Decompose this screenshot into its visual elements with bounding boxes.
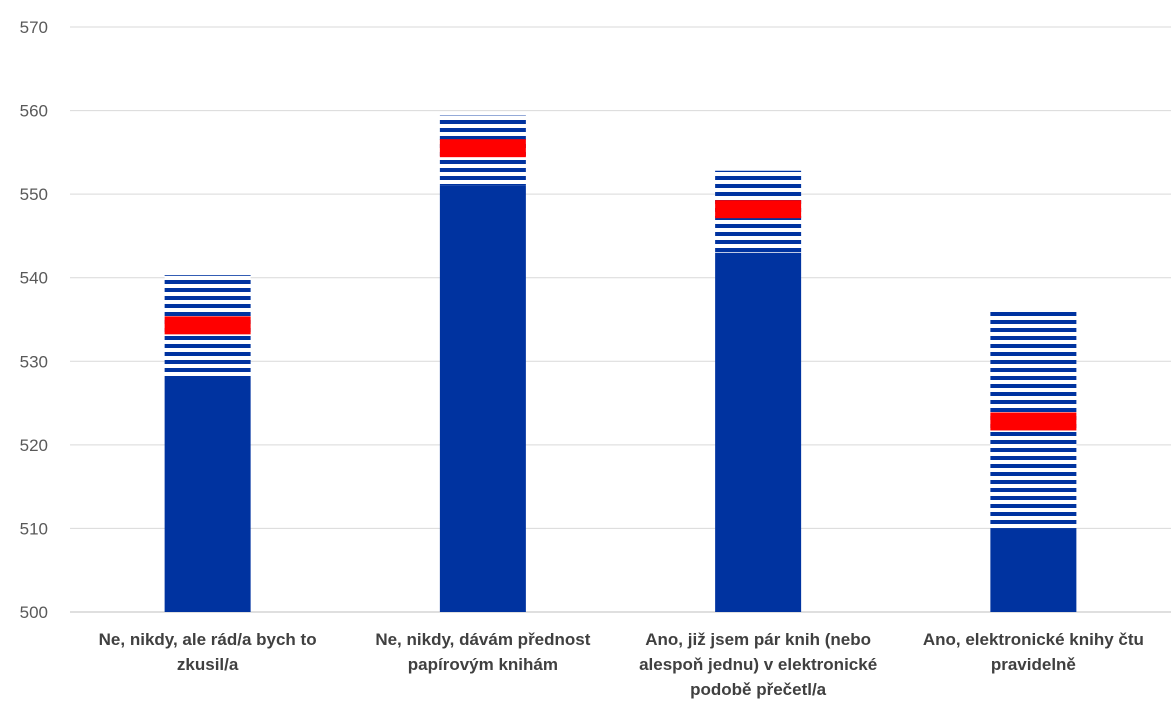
bar-solid — [164, 378, 251, 612]
x-tick-label: Ne, nikdy, ale rád/a bych to zkusil/a — [99, 630, 317, 674]
y-tick-label: 570 — [20, 18, 48, 37]
x-tick-label: Ano, již jsem pár knih (nebo alespoň jedn… — [639, 630, 877, 699]
x-tick-label-line: alespoň jednu) v elektronické — [639, 655, 877, 674]
y-tick-label: 530 — [20, 352, 48, 371]
y-tick-label: 560 — [20, 102, 48, 121]
x-tick-label: Ano, elektronické knihy čtu pravidelně — [923, 630, 1144, 674]
bar-solid — [715, 252, 802, 612]
bar-group — [164, 275, 251, 612]
y-tick-label: 510 — [20, 519, 48, 538]
bar-mean-marker — [164, 316, 251, 335]
x-tick-label-line: pravidelně — [991, 655, 1076, 674]
bar-mean-marker — [715, 200, 802, 219]
y-tick-label: 520 — [20, 436, 48, 455]
y-axis-tick-labels: 500 510 520 530 540 550 560 570 — [20, 18, 48, 622]
x-tick-label-line: Ano, elektronické knihy čtu — [923, 630, 1144, 649]
x-tick-label-line: Ne, nikdy, dávám přednost — [375, 630, 590, 649]
x-tick-label-line: Ano, již jsem pár knih (nebo — [645, 630, 871, 649]
x-tick-label-line: papírovým knihám — [408, 655, 558, 674]
x-axis-tick-labels: Ne, nikdy, ale rád/a bych to zkusil/aNe, … — [99, 630, 1144, 699]
bar-solid — [439, 185, 526, 613]
bar-mean-marker — [439, 139, 526, 158]
bar-mean-marker — [990, 412, 1077, 431]
x-tick-label: Ne, nikdy, dávám přednost papírovým knihá… — [375, 630, 590, 674]
gridlines — [70, 26, 1171, 613]
x-tick-label-line: podobě přečetl/a — [690, 680, 827, 699]
bar-solid — [990, 528, 1077, 612]
y-tick-label: 550 — [20, 185, 48, 204]
bar-group — [439, 115, 526, 613]
y-tick-label: 500 — [20, 603, 48, 622]
y-tick-label: 540 — [20, 269, 48, 288]
bar-group — [715, 170, 802, 612]
bars — [164, 115, 1077, 613]
x-tick-label-line: zkusil/a — [177, 655, 239, 674]
bar-group — [990, 311, 1077, 612]
x-tick-label-line: Ne, nikdy, ale rád/a bych to — [99, 630, 317, 649]
